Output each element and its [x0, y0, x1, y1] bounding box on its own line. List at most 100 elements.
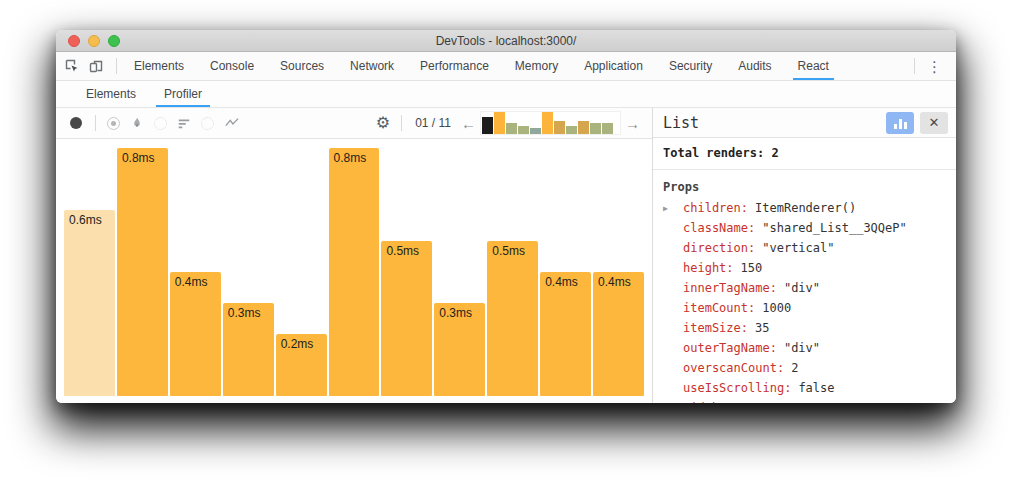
- prop-value: "div": [784, 341, 820, 355]
- commit-bar-7[interactable]: 0.5ms: [381, 241, 432, 396]
- inspect-element-icon[interactable]: [64, 58, 80, 74]
- devtools-tab-memory[interactable]: Memory: [502, 52, 571, 80]
- record-button[interactable]: [70, 117, 82, 129]
- flamegraph-icon[interactable]: [130, 116, 144, 130]
- prop-value: "shared_List__3QQeP": [762, 221, 907, 235]
- commit-bar-label: 0.5ms: [492, 244, 525, 258]
- interactions-radio[interactable]: [201, 117, 214, 130]
- prop-key: useIsScrolling:: [683, 381, 791, 395]
- commit-bar-9[interactable]: 0.5ms: [487, 241, 538, 396]
- react-tab-profiler[interactable]: Profiler: [150, 81, 216, 107]
- react-subtabbar: ElementsProfiler: [56, 81, 956, 108]
- prop-key: width:: [683, 401, 726, 403]
- devtools-tab-network[interactable]: Network: [337, 52, 407, 80]
- commit-bar-label: 0.5ms: [386, 244, 419, 258]
- toolbar-divider: [401, 115, 402, 131]
- devtools-tab-console[interactable]: Console: [197, 52, 267, 80]
- device-toolbar-icon[interactable]: [88, 58, 104, 74]
- commit-bar-label: 0.3ms: [228, 306, 261, 320]
- ranked-chart-icon[interactable]: [177, 116, 191, 130]
- prop-row-height[interactable]: height:150: [653, 258, 956, 278]
- props-list: ▶children: ItemRenderer()className: "share…: [653, 198, 956, 403]
- devtools-tab-application[interactable]: Application: [571, 52, 656, 80]
- devtools-tab-performance[interactable]: Performance: [407, 52, 502, 80]
- commit-pagination: 01 / 11: [415, 116, 451, 130]
- commit-bar-label: 0.6ms: [69, 213, 102, 227]
- prop-key: direction:: [683, 241, 755, 255]
- props-header: Props: [653, 170, 956, 198]
- next-commit-icon[interactable]: →: [625, 116, 640, 131]
- prop-row-className[interactable]: className: "shared_List__3QQeP": [653, 218, 956, 238]
- thumbnail-bar-5[interactable]: [530, 128, 541, 134]
- devtools-tab-elements[interactable]: Elements: [121, 52, 197, 80]
- prop-key: innerTagName:: [683, 281, 777, 295]
- prop-key: outerTagName:: [683, 341, 777, 355]
- prop-row-itemSize[interactable]: itemSize:35: [653, 318, 956, 338]
- close-details-icon[interactable]: ✕: [920, 112, 948, 134]
- prop-row-children[interactable]: ▶children: ItemRenderer(): [653, 198, 956, 218]
- commit-bar-6[interactable]: 0.8ms: [329, 148, 380, 396]
- devtools-tab-security[interactable]: Security: [656, 52, 725, 80]
- ranked-radio[interactable]: [154, 117, 167, 130]
- thumbnail-bar-3[interactable]: [506, 123, 517, 134]
- commit-bar-10[interactable]: 0.4ms: [540, 272, 591, 396]
- devtools-toolbar-icons: [56, 52, 121, 80]
- prop-value: 1000: [762, 301, 791, 315]
- prop-row-outerTagName[interactable]: outerTagName: "div": [653, 338, 956, 358]
- commit-bar-5[interactable]: 0.2ms: [276, 334, 327, 396]
- prev-commit-icon[interactable]: ←: [461, 116, 476, 131]
- commit-bar-8[interactable]: 0.3ms: [434, 303, 485, 396]
- thumbnail-bar-1[interactable]: [482, 117, 493, 134]
- commit-bar-chart: 0.6ms0.8ms0.4ms0.3ms0.2ms0.8ms0.5ms0.3ms…: [56, 139, 652, 403]
- prop-key: className:: [683, 221, 755, 235]
- commit-bar-11[interactable]: 0.4ms: [593, 272, 644, 396]
- commit-bar-label: 0.4ms: [545, 275, 578, 289]
- details-body: Total renders: 2 Props ▶children: ItemRen…: [653, 138, 956, 403]
- profiler-toolbar: ⚙ 01 / 11 ← →: [56, 108, 652, 139]
- total-renders-label: Total renders:: [663, 146, 764, 160]
- prop-key: children:: [683, 201, 748, 215]
- prop-row-innerTagName[interactable]: innerTagName:"div": [653, 278, 956, 298]
- react-tab-elements[interactable]: Elements: [72, 81, 150, 107]
- prop-value: 2: [791, 361, 798, 375]
- flamegraph-radio[interactable]: [107, 117, 120, 130]
- thumbnail-bar-8[interactable]: [566, 126, 577, 134]
- thumbnail-bar-4[interactable]: [518, 126, 529, 134]
- thumbnail-bar-9[interactable]: [578, 121, 589, 134]
- commit-bar-4[interactable]: 0.3ms: [223, 303, 274, 396]
- devtools-tab-audits[interactable]: Audits: [725, 52, 784, 80]
- prop-row-direction[interactable]: direction: "vertical": [653, 238, 956, 258]
- devtools-tab-sources[interactable]: Sources: [267, 52, 337, 80]
- total-renders-value: 2: [771, 146, 778, 160]
- render-chart-toggle-button[interactable]: [886, 112, 914, 134]
- content-split: ⚙ 01 / 11 ← → 0.6ms0.8ms0.4ms0.3ms0.2ms0…: [56, 108, 956, 403]
- prop-row-width[interactable]: width: 300: [653, 398, 956, 403]
- total-renders: Total renders: 2: [653, 144, 956, 165]
- commit-thumbnail-strip[interactable]: [480, 111, 621, 135]
- commit-bar-1[interactable]: 0.6ms: [64, 210, 115, 396]
- devtools-tab-react[interactable]: React: [785, 52, 842, 80]
- prop-value: 300: [733, 401, 755, 403]
- settings-gear-icon[interactable]: ⚙: [376, 115, 390, 131]
- commit-bar-2[interactable]: 0.8ms: [117, 148, 168, 396]
- prop-row-overscanCount[interactable]: overscanCount:2: [653, 358, 956, 378]
- thumbnail-bar-11[interactable]: [602, 123, 613, 134]
- more-options-icon[interactable]: ⋮: [919, 59, 950, 74]
- thumbnail-bar-10[interactable]: [590, 123, 601, 134]
- thumbnail-bar-7[interactable]: [554, 121, 565, 134]
- commit-bar-3[interactable]: 0.4ms: [170, 272, 221, 396]
- toolbar-divider: [116, 58, 117, 74]
- titlebar[interactable]: DevTools - localhost:3000/: [56, 30, 956, 52]
- prop-row-itemCount[interactable]: itemCount:1000: [653, 298, 956, 318]
- interactions-chart-icon[interactable]: [224, 116, 240, 130]
- prop-row-useIsScrolling[interactable]: useIsScrolling:false: [653, 378, 956, 398]
- prop-value: ItemRenderer(): [755, 201, 856, 215]
- commit-bar-label: 0.8ms: [122, 151, 155, 165]
- toolbar-divider: [95, 115, 96, 131]
- prop-value: "vertical": [762, 241, 834, 255]
- thumbnail-bar-6[interactable]: [542, 112, 553, 134]
- prop-key: height:: [683, 261, 734, 275]
- thumbnail-bar-2[interactable]: [494, 112, 505, 134]
- commit-bar-label: 0.4ms: [598, 275, 631, 289]
- expand-arrow-icon[interactable]: ▶: [663, 204, 683, 213]
